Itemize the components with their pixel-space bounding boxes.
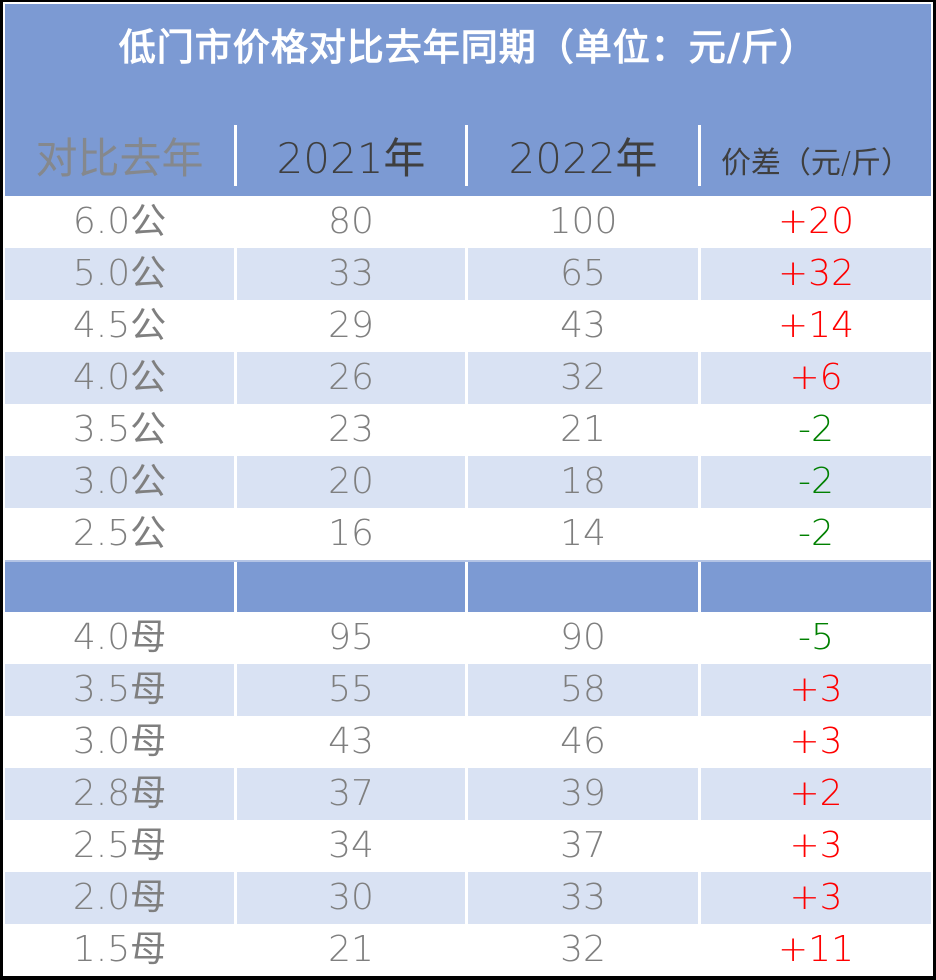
table-row: 6.0公 80 100 +20 (5, 196, 931, 248)
table-row: 4.0母 95 90 -5 (5, 612, 931, 664)
price-2021-cell: 26 (237, 352, 468, 404)
table-row: 2.5母 34 37 +3 (5, 820, 931, 872)
price-2022-cell: 14 (468, 508, 701, 560)
price-2022-cell: 32 (468, 924, 701, 976)
column-header-row: 对比去年 2021年 2022年 价差（元/斤） (5, 125, 931, 196)
diff-value: -5 (798, 617, 834, 658)
category-cell: 2.5公 (5, 508, 237, 560)
price-2022-cell: 58 (468, 664, 701, 716)
price-2021-cell: 55 (237, 664, 468, 716)
price-2021-cell: 34 (237, 820, 468, 872)
table-header-band: 低门市价格对比去年同期（单位：元/斤） 对比去年 2021年 2022年 价差（… (5, 4, 931, 196)
table-title: 低门市价格对比去年同期（单位：元/斤） (118, 26, 818, 69)
price-2021-cell: 95 (237, 612, 468, 664)
separator-cell (237, 562, 468, 612)
table-row: 1.5母 21 32 +11 (5, 924, 931, 976)
price-2021-cell: 33 (237, 248, 468, 300)
diff-value: +3 (789, 877, 843, 918)
table-row: 4.5公 29 43 +14 (5, 300, 931, 352)
price-2021-cell: 16 (237, 508, 468, 560)
separator-cell (468, 562, 701, 612)
table-row: 3.5公 23 21 -2 (5, 404, 931, 456)
price-2022-cell: 21 (468, 404, 701, 456)
table-row: 2.0母 30 33 +3 (5, 872, 931, 924)
category-cell: 5.0公 (5, 248, 237, 300)
price-2021-cell: 80 (237, 196, 468, 248)
category-cell: 2.8母 (5, 768, 237, 820)
price-2022-cell: 65 (468, 248, 701, 300)
category-cell: 2.5母 (5, 820, 237, 872)
diff-value: +11 (778, 929, 854, 970)
price-2022-cell: 43 (468, 300, 701, 352)
price-2021-cell: 23 (237, 404, 468, 456)
price-2022-cell: 90 (468, 612, 701, 664)
category-cell: 3.0公 (5, 456, 237, 508)
diff-value: -2 (798, 409, 834, 450)
price-2021-cell: 30 (237, 872, 468, 924)
column-header-price-diff: 价差（元/斤） (720, 146, 912, 181)
price-2021-cell: 20 (237, 456, 468, 508)
price-2022-cell: 33 (468, 872, 701, 924)
section-female-crabs: 4.0母 95 90 -5 3.5母 55 58 +3 3.0母 43 46 +… (5, 612, 931, 976)
category-cell: 3.0母 (5, 716, 237, 768)
diff-value: +3 (789, 721, 843, 762)
price-2022-cell: 39 (468, 768, 701, 820)
price-2022-cell: 32 (468, 352, 701, 404)
diff-value: +3 (789, 669, 843, 710)
diff-value: -2 (798, 513, 834, 554)
column-header-2021: 2021年 (237, 125, 468, 186)
diff-value: +2 (789, 773, 843, 814)
table-row: 3.5母 55 58 +3 (5, 664, 931, 716)
column-header-2022: 2022年 (468, 125, 701, 186)
category-cell: 4.0公 (5, 352, 237, 404)
price-2022-cell: 18 (468, 456, 701, 508)
table-surface: 低门市价格对比去年同期（单位：元/斤） 对比去年 2021年 2022年 价差（… (3, 2, 933, 976)
diff-value: +3 (789, 825, 843, 866)
category-cell: 3.5公 (5, 404, 237, 456)
diff-value: -2 (798, 461, 834, 502)
price-2021-cell: 43 (237, 716, 468, 768)
category-cell: 2.0母 (5, 872, 237, 924)
diff-value: +20 (778, 201, 854, 242)
price-2021-cell: 37 (237, 768, 468, 820)
table-row: 2.8母 37 39 +2 (5, 768, 931, 820)
price-2021-cell: 29 (237, 300, 468, 352)
diff-value: +32 (778, 253, 854, 294)
section-separator-row (5, 560, 931, 612)
table-row: 2.5公 16 14 -2 (5, 508, 931, 560)
diff-value: +6 (789, 357, 843, 398)
price-2022-cell: 46 (468, 716, 701, 768)
category-cell: 4.0母 (5, 612, 237, 664)
table-row: 3.0公 20 18 -2 (5, 456, 931, 508)
diff-value: +14 (778, 305, 854, 346)
table-row: 5.0公 33 65 +32 (5, 248, 931, 300)
category-cell: 1.5母 (5, 924, 237, 976)
separator-cell (5, 562, 237, 612)
price-2022-cell: 37 (468, 820, 701, 872)
category-cell: 4.5公 (5, 300, 237, 352)
table-row: 3.0母 43 46 +3 (5, 716, 931, 768)
section-male-crabs: 6.0公 80 100 +20 5.0公 33 65 +32 4.5公 29 4… (5, 196, 931, 560)
price-2021-cell: 21 (237, 924, 468, 976)
category-cell: 3.5母 (5, 664, 237, 716)
category-cell: 6.0公 (5, 196, 237, 248)
table-row: 4.0公 26 32 +6 (5, 352, 931, 404)
column-header-category: 对比去年 (5, 125, 237, 186)
price-2022-cell: 100 (468, 196, 701, 248)
separator-cell (701, 562, 931, 612)
